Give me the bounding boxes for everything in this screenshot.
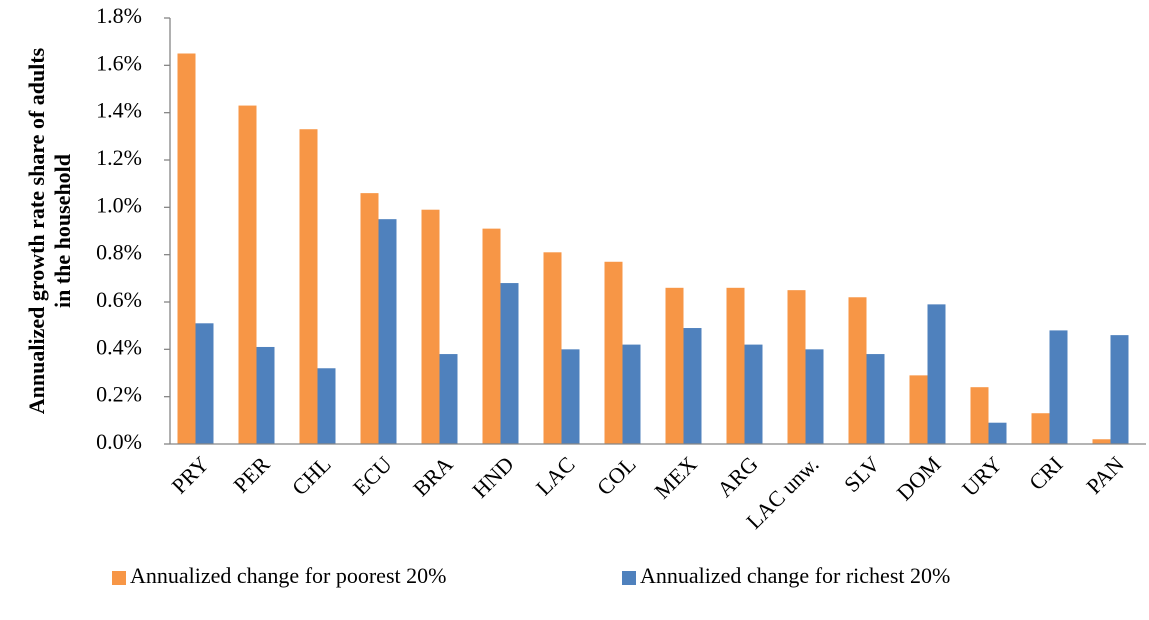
x-tick-label: MEX [649,451,701,503]
x-tick-label: PRY [167,451,214,498]
x-tick-label: CHL [287,451,336,500]
x-tick-label: ECU [348,451,397,500]
bar [421,209,440,444]
bar [378,219,397,444]
legend-label: Annualized change for poorest 20% [130,563,446,588]
y-tick-label: 1.0% [96,192,142,217]
x-tick-label: DOM [892,451,946,505]
y-axis-title-line: Annualized growth rate share of adults [24,47,49,414]
bar [1092,439,1111,444]
bar [1031,413,1050,444]
x-tick-label: COL [592,451,641,500]
x-tick-label: PER [228,451,274,497]
bar [805,349,824,444]
bar [927,304,946,444]
x-tick-label: SLV [839,451,885,497]
bar [439,354,458,444]
bar [299,129,318,444]
legend-swatch [622,571,636,585]
bar [500,283,519,444]
legend-swatch [112,571,126,585]
bar [482,228,501,444]
bar [622,344,641,444]
bar [1049,330,1068,444]
bar [1110,335,1129,444]
bar [317,368,336,444]
y-tick-label: 0.6% [96,287,142,312]
bar [665,287,684,444]
x-tick-label: BRA [408,451,458,501]
bar [195,323,214,444]
y-tick-label: 0.0% [96,429,142,454]
bar [970,387,989,444]
bar [177,53,196,444]
x-tick-label: LAC [531,451,580,500]
x-tick-label: URY [957,451,1007,501]
bar [909,375,928,444]
bar [683,328,702,444]
bar [360,193,379,444]
x-tick-label: PAN [1081,451,1128,498]
bar [604,261,623,444]
y-tick-label: 1.4% [96,98,142,123]
y-axis-title: Annualized growth rate share of adults in… [24,47,75,414]
bar [543,252,562,444]
y-tick-label: 1.2% [96,145,142,170]
bar [866,354,885,444]
bar [744,344,763,444]
bar [988,422,1007,444]
bar [238,105,257,445]
bar [726,287,745,444]
y-tick-label: 1.8% [96,3,142,28]
bar [256,346,275,444]
y-tick-label: 0.2% [96,382,142,407]
bar [787,290,806,444]
y-tick-label: 0.8% [96,240,142,265]
x-tick-label: ARG [712,451,763,502]
y-tick-label: 1.6% [96,50,142,75]
y-tick-label: 0.4% [96,334,142,359]
y-axis-title-line: in the household [50,154,75,308]
bar [561,349,580,444]
bar [848,297,867,444]
legend-label: Annualized change for richest 20% [640,563,950,588]
x-tick-label: CRI [1024,451,1068,495]
x-tick-label: HND [467,451,518,502]
